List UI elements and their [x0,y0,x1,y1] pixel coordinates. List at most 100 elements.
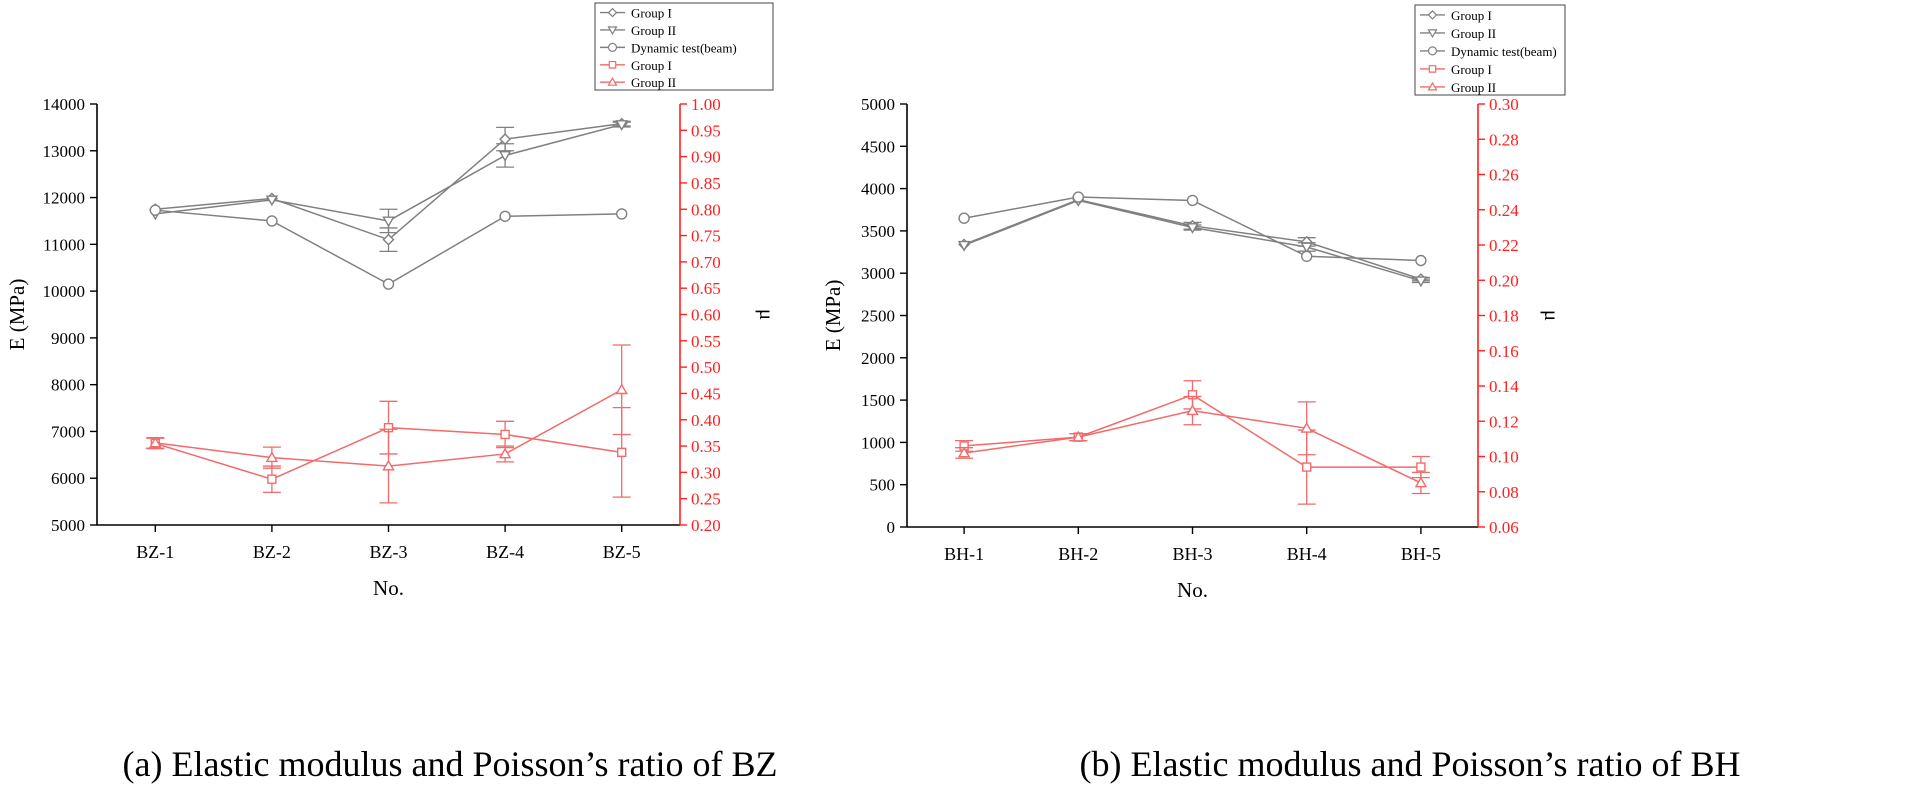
right-tick-label: 0.40 [691,411,721,430]
left-axis-title: E (MPa) [821,280,845,352]
data-point [266,215,278,227]
legend-swatch-marker [1427,10,1438,20]
data-point [382,459,395,471]
left-tick-label: 4500 [861,137,895,156]
data-point [382,278,395,290]
data-point [1415,254,1427,267]
data-point [149,204,162,216]
x-tick-label: BZ-2 [253,542,291,562]
data-point [267,474,277,484]
legend-label: Group II [631,75,676,90]
left-tick-label: 14000 [43,95,86,114]
x-tick-label: BH-5 [1401,544,1441,564]
right-tick-label: 0.30 [1489,95,1519,114]
x-tick-label: BZ-5 [603,542,641,562]
data-point [958,212,970,224]
left-tick-label: 7000 [51,422,85,441]
data-point [149,436,162,448]
data-point [498,447,512,459]
right-axis-title: μ [755,309,779,320]
left-tick-label: 11000 [43,235,85,254]
right-tick-label: 0.35 [691,437,721,456]
right-tick-label: 0.90 [691,148,721,167]
left-tick-label: 5000 [51,516,85,535]
right-axis-title: μ [1540,310,1564,321]
data-point [1072,430,1085,442]
right-tick-label: 0.95 [691,121,721,140]
legend-swatch-marker [1427,29,1438,39]
data-point [957,240,971,252]
left-tick-label: 2000 [861,349,895,368]
x-tick-label: BZ-3 [370,542,408,562]
data-point [499,210,511,222]
legend-label: Dynamic test(beam) [631,40,737,55]
right-tick-label: 0.22 [1489,236,1519,255]
right-tick-label: 0.08 [1489,483,1519,502]
right-tick-label: 0.50 [691,358,721,377]
data-point [265,195,279,207]
right-tick-label: 0.20 [1489,271,1519,290]
x-axis-title: No. [373,576,404,600]
x-tick-label: BH-1 [944,544,984,564]
right-tick-label: 0.75 [691,227,721,246]
data-point [498,151,512,162]
left-tick-label: 0 [887,518,896,537]
right-tick-label: 0.10 [1489,448,1519,467]
left-tick-label: 500 [870,476,896,495]
data-point [617,447,627,458]
legend-label: Group II [1451,80,1496,95]
left-tick-label: 2500 [861,307,895,326]
right-tick-label: 0.14 [1489,377,1519,396]
right-tick-label: 0.45 [691,384,721,403]
left-tick-label: 10000 [43,282,86,301]
data-point [957,446,971,458]
left-tick-label: 3000 [861,264,895,283]
legend-swatch-marker [607,42,618,52]
x-tick-label: BZ-4 [486,542,524,562]
x-tick-label: BH-2 [1058,544,1098,564]
legend-swatch-marker [1428,65,1437,73]
right-tick-label: 0.24 [1489,201,1519,220]
left-tick-label: 8000 [51,376,85,395]
right-tick-label: 0.28 [1489,130,1519,149]
right-tick-label: 0.25 [691,490,721,509]
legend-swatch-marker [1427,81,1438,91]
left-tick-label: 3500 [861,222,895,241]
legend-label: Group I [1451,8,1492,23]
left-tick-label: 1500 [861,391,895,410]
data-point [1300,250,1313,262]
legend-swatch-marker [607,76,618,86]
legend-swatch-marker [1427,46,1438,56]
left-axis-title: E (MPa) [5,279,29,351]
data-point [615,120,628,131]
legend-label: Group I [631,58,672,73]
legend-swatch-marker [608,60,617,69]
data-point [1300,242,1313,254]
series-line-1 [963,199,1422,282]
right-tick-label: 0.85 [691,174,721,193]
data-point [382,216,395,228]
data-point [1414,276,1428,288]
caption-a: (a) Elastic modulus and Poisson’s ratio … [123,744,778,784]
data-point [615,383,628,395]
left-tick-label: 9000 [51,329,85,348]
legend-swatch-marker [607,26,618,36]
right-tick-label: 0.20 [691,516,721,535]
legend-label: Group II [1451,26,1496,41]
right-tick-label: 0.55 [691,332,721,351]
left-tick-label: 13000 [43,142,86,161]
caption-b: (b) Elastic modulus and Poisson’s ratio … [1080,744,1741,784]
data-point [1302,462,1312,472]
data-point [1186,223,1199,234]
panel-a-bz: 5000 6000 7000 8000 9000 10000 11000 12000 13000… [5,2,779,600]
legend-box [594,2,774,91]
right-tick-label: 0.30 [691,463,721,482]
left-tick-label: 4000 [861,180,895,199]
right-tick-label: 0.06 [1489,518,1519,537]
legend-label: Group I [631,6,672,21]
left-tick-label: 1000 [861,433,895,452]
right-tick-label: 0.70 [691,253,721,272]
legend-label: Dynamic test(beam) [1451,44,1557,59]
data-point [1414,476,1428,488]
